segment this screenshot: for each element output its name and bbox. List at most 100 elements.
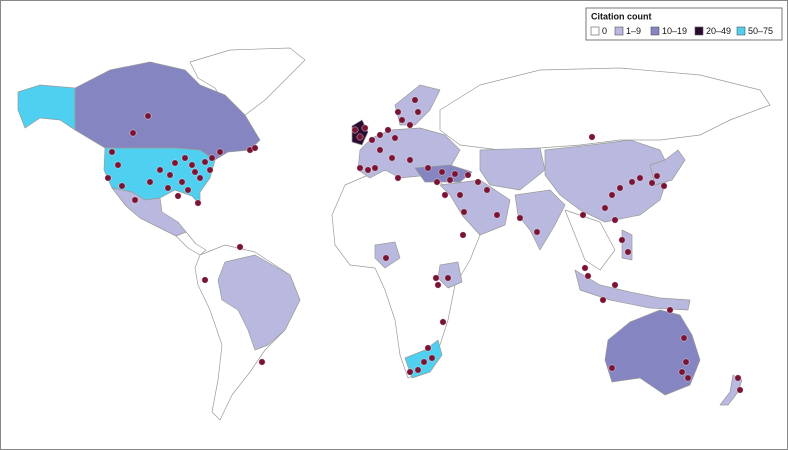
marker bbox=[678, 368, 686, 376]
russia bbox=[439, 67, 771, 151]
marker bbox=[376, 131, 384, 139]
marker bbox=[618, 236, 626, 244]
marker bbox=[364, 166, 372, 174]
marker bbox=[191, 168, 199, 176]
marker bbox=[439, 318, 447, 326]
marker bbox=[516, 214, 524, 222]
marker bbox=[581, 264, 589, 272]
marker bbox=[444, 274, 452, 282]
legend-swatch bbox=[590, 26, 600, 36]
marker bbox=[376, 146, 384, 154]
marker bbox=[420, 358, 428, 366]
southeast-asia bbox=[564, 209, 616, 271]
marker bbox=[236, 243, 244, 251]
marker bbox=[424, 164, 432, 172]
citation-markers bbox=[104, 96, 744, 394]
marker bbox=[624, 248, 632, 256]
marker bbox=[131, 196, 139, 204]
marker bbox=[734, 374, 742, 382]
marker bbox=[356, 133, 364, 141]
marker bbox=[680, 334, 688, 342]
marker bbox=[660, 182, 668, 190]
marker bbox=[411, 96, 419, 104]
legend-swatch bbox=[614, 26, 624, 36]
marker bbox=[579, 211, 587, 219]
legend-label: 10–19 bbox=[662, 26, 687, 36]
marker bbox=[146, 178, 154, 186]
legend-swatch bbox=[736, 26, 746, 36]
marker bbox=[608, 191, 616, 199]
mexico bbox=[111, 187, 187, 237]
marker bbox=[104, 174, 112, 182]
legend-swatch bbox=[694, 26, 704, 36]
marker bbox=[464, 171, 472, 179]
marker bbox=[684, 374, 692, 382]
australia bbox=[604, 309, 701, 396]
legend-label: 1–9 bbox=[626, 26, 641, 36]
central-asia bbox=[479, 147, 546, 191]
marker bbox=[361, 124, 369, 132]
marker bbox=[208, 154, 216, 162]
marker bbox=[433, 178, 441, 186]
marker bbox=[432, 274, 440, 282]
alaska bbox=[17, 84, 76, 131]
greenland bbox=[189, 47, 306, 116]
philippines bbox=[621, 229, 633, 261]
marker bbox=[382, 254, 390, 262]
marker bbox=[391, 134, 399, 142]
legend-label: 0 bbox=[602, 26, 607, 36]
marker bbox=[460, 208, 468, 216]
marker bbox=[406, 156, 414, 164]
marker bbox=[388, 154, 396, 162]
marker bbox=[216, 148, 224, 156]
marker bbox=[114, 161, 122, 169]
marker bbox=[201, 276, 209, 284]
marker bbox=[588, 133, 596, 141]
marker bbox=[368, 136, 376, 144]
marker bbox=[201, 158, 209, 166]
scandinavia bbox=[394, 84, 441, 126]
indonesia bbox=[574, 269, 691, 311]
new-zealand bbox=[719, 374, 743, 406]
marker bbox=[406, 121, 414, 129]
brazil bbox=[217, 254, 301, 351]
marker bbox=[493, 211, 501, 219]
marker bbox=[601, 204, 609, 212]
china bbox=[544, 139, 671, 223]
marker bbox=[164, 184, 172, 192]
marker bbox=[611, 281, 619, 289]
marker bbox=[414, 108, 422, 116]
marker bbox=[682, 358, 690, 366]
marker bbox=[636, 174, 644, 182]
marker bbox=[628, 178, 636, 186]
marker bbox=[474, 178, 482, 186]
marker bbox=[156, 166, 164, 174]
marker bbox=[608, 364, 616, 372]
central-america bbox=[175, 231, 207, 256]
marker bbox=[414, 366, 422, 374]
marker bbox=[483, 186, 491, 194]
legend-title: Citation count bbox=[591, 11, 652, 21]
marker bbox=[424, 344, 432, 352]
marker bbox=[616, 184, 624, 192]
marker bbox=[118, 182, 126, 190]
marker bbox=[533, 228, 541, 236]
legend-label: 50–75 bbox=[748, 26, 773, 36]
marker bbox=[181, 154, 189, 162]
marker bbox=[384, 126, 392, 134]
marker bbox=[251, 144, 259, 152]
marker bbox=[178, 178, 186, 186]
marker bbox=[456, 191, 464, 199]
marker bbox=[438, 168, 446, 176]
marker bbox=[194, 199, 202, 207]
marker bbox=[653, 172, 661, 180]
marker bbox=[184, 186, 192, 194]
marker bbox=[108, 148, 116, 156]
marker bbox=[736, 386, 744, 394]
marker bbox=[459, 231, 467, 239]
marker bbox=[394, 108, 402, 116]
marker bbox=[144, 112, 152, 120]
legend-items: 0 1–9 10–19 20–49 50–75 bbox=[590, 26, 773, 36]
marker bbox=[196, 174, 204, 182]
